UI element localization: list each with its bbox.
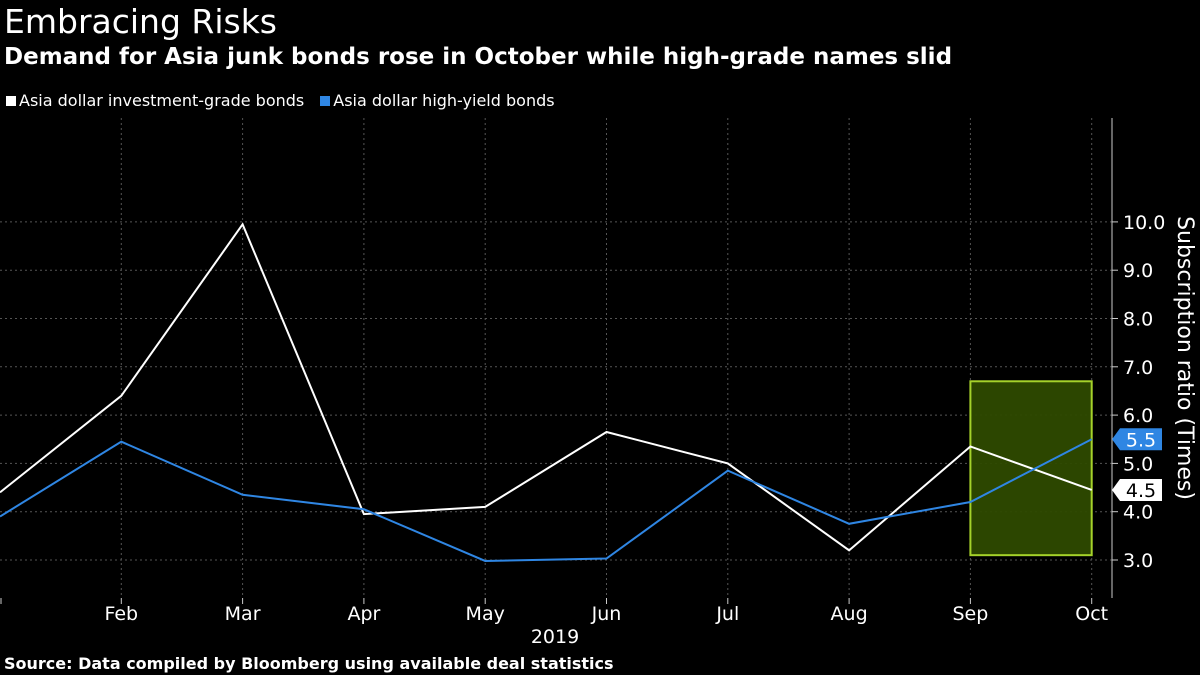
chart-title: Embracing Risks: [4, 2, 277, 41]
legend-label-high-yield: Asia dollar high-yield bonds: [333, 91, 555, 110]
last-value-callout-high-yield: [1112, 428, 1162, 451]
x-tick-label: Aug: [831, 603, 868, 625]
x-tick-label: Apr: [347, 603, 380, 625]
last-value-label-investment-grade: 4.5: [1126, 480, 1156, 502]
series-layer: [0, 222, 1093, 562]
y-tick-label: 8.0: [1123, 309, 1153, 331]
y-tick-label: 9.0: [1123, 260, 1153, 282]
x-tick-label: Mar: [225, 603, 261, 625]
legend-swatch-investment-grade: [6, 95, 16, 106]
y-tick-label: 3.0: [1123, 550, 1153, 572]
legend-item-investment-grade: Asia dollar investment-grade bonds: [6, 91, 304, 110]
y-tick-label: 7.0: [1123, 357, 1153, 379]
chart-subtitle: Demand for Asia junk bonds rose in Octob…: [4, 44, 953, 70]
legend-item-high-yield: Asia dollar high-yield bonds: [320, 91, 555, 110]
y-tick-label: 5.0: [1123, 453, 1153, 475]
y-tick-label: 6.0: [1123, 405, 1153, 427]
last-value-label-high-yield: 5.5: [1126, 429, 1156, 451]
x-tick-label: Jul: [715, 603, 739, 625]
y-tick-label: 10.0: [1123, 212, 1165, 234]
source-note: Source: Data compiled by Bloomberg using…: [4, 654, 614, 673]
y-tick-label: 4.0: [1123, 502, 1153, 524]
x-tick-label: Feb: [104, 603, 138, 625]
last-value-callout-investment-grade: [1112, 478, 1162, 501]
x-tick-label: Oct: [1075, 603, 1108, 625]
series-line-investment-grade: [0, 222, 1093, 552]
grid-lines: [0, 118, 1112, 598]
x-tick-label: Jun: [591, 603, 622, 625]
legend: Asia dollar investment-grade bonds Asia …: [6, 91, 555, 110]
x-year-label: 2019: [531, 626, 579, 648]
series-line-high-yield: [0, 438, 1093, 562]
legend-label-investment-grade: Asia dollar investment-grade bonds: [19, 91, 305, 110]
axis-layer: 3.0 4.0 5.0 6.0 7.0 8.0 9.0 10.0 Feb Mar Apr May Jun…: [0, 118, 1165, 648]
y-axis-label: Subscription ratio (Times): [1172, 216, 1197, 500]
x-tick-label: May: [466, 603, 505, 625]
x-tick-label: Sep: [952, 603, 988, 625]
legend-swatch-high-yield: [320, 95, 331, 106]
